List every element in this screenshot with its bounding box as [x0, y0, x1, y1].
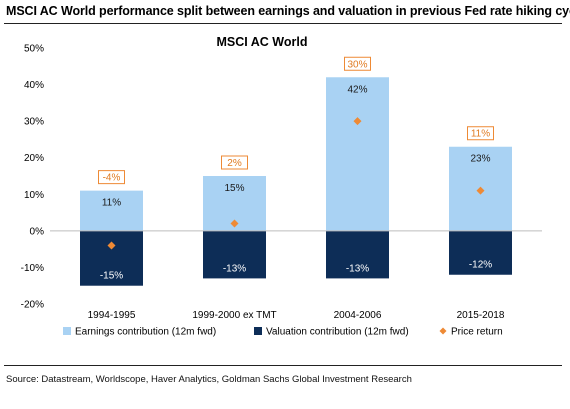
chart-title: MSCI AC World	[217, 35, 308, 49]
legend-earnings-swatch	[63, 327, 71, 335]
valuation-value-label: -13%	[346, 263, 369, 274]
x-tick-label: 2004-2006	[334, 310, 382, 321]
price-label-box	[467, 126, 494, 141]
price-label-box	[221, 155, 248, 170]
price-value-label: 2%	[227, 158, 242, 169]
legend-valuation-swatch	[254, 327, 262, 335]
y-tick-label: 10%	[24, 190, 44, 201]
y-tick-label: 30%	[24, 117, 44, 128]
chart: MSCI AC World -20%-10%0%10%20%30%40%50% …	[21, 35, 542, 338]
valuation-bar	[326, 230, 389, 279]
x-tick-label: 2015-2018	[457, 310, 505, 321]
data-labels: 11% -15% -4% 15% -13% 2% 42% -13% 30% 23% -12% 11%	[98, 56, 494, 282]
price-marker	[353, 117, 362, 126]
price-value-label: -4%	[103, 173, 121, 184]
earnings-bar	[326, 77, 389, 231]
x-tick-label: 1999-2000 ex TMT	[192, 310, 276, 321]
earnings-value-label: 11%	[102, 198, 121, 209]
y-tick-label: -10%	[21, 263, 44, 274]
valuation-value-label: -12%	[469, 260, 492, 271]
y-axis: -20% -10% 0% 10% 20% 30% 40% 50%	[21, 44, 44, 311]
price-value-label: 30%	[347, 59, 367, 70]
price-marker	[476, 186, 485, 195]
bars	[80, 77, 512, 286]
earnings-value-label: 23%	[470, 154, 490, 165]
y-tick-label: -20%	[21, 300, 44, 311]
valuation-bar	[203, 230, 266, 279]
price-value-label: 11%	[471, 129, 490, 140]
legend-valuation-label: Valuation contribution (12m fwd)	[266, 327, 409, 338]
x-tick-label: 1994-1995	[88, 310, 136, 321]
valuation-value-label: -13%	[223, 263, 246, 274]
legend-price-label: Price return	[451, 327, 503, 338]
y-tick-label: 50%	[24, 44, 44, 55]
valuation-value-label: -15%	[100, 271, 123, 282]
y-tick-label: 20%	[24, 153, 44, 164]
earnings-value-label: 15%	[224, 183, 244, 194]
figure-heading: MSCI AC World performance split between …	[6, 4, 570, 18]
valuation-bar	[80, 230, 143, 286]
legend-earnings-label: Earnings contribution (12m fwd)	[75, 327, 216, 338]
bottom-divider	[4, 365, 562, 366]
y-tick-label: 0%	[30, 226, 45, 237]
price-markers	[107, 117, 485, 250]
valuation-bar	[449, 230, 512, 275]
legend-price-marker	[439, 327, 447, 335]
price-marker	[107, 241, 116, 250]
source-note: Source: Datastream, Worldscope, Haver An…	[6, 374, 412, 385]
top-divider	[4, 23, 562, 24]
x-axis: 1994-1995 1999-2000 ex TMT 2004-2006 2015-2…	[88, 310, 505, 321]
price-label-box	[98, 170, 125, 185]
price-marker	[230, 219, 239, 228]
earnings-bar	[80, 190, 143, 231]
y-tick-label: 40%	[24, 80, 44, 91]
legend: Earnings contribution (12m fwd) Valuation…	[63, 327, 503, 338]
earnings-value-label: 42%	[347, 84, 367, 95]
price-label-box	[344, 56, 371, 71]
